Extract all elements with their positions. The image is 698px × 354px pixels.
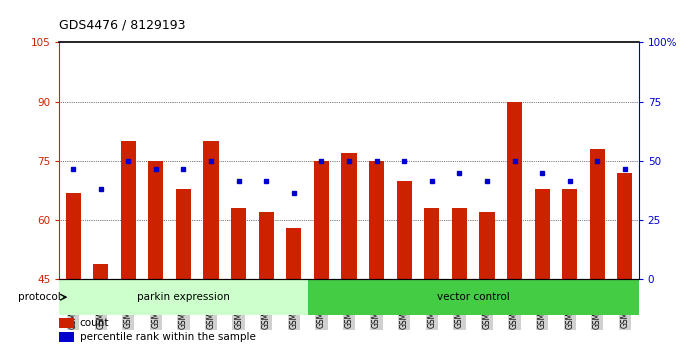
Text: count: count: [80, 318, 109, 327]
Text: protocol: protocol: [18, 292, 61, 302]
Bar: [231, 209, 246, 279]
Text: parkin expression: parkin expression: [137, 292, 230, 302]
Bar: [121, 141, 136, 279]
Text: percentile rank within the sample: percentile rank within the sample: [80, 332, 255, 342]
Bar: [617, 173, 632, 279]
Bar: [308, 279, 639, 315]
Bar: [59, 332, 74, 342]
Bar: [590, 149, 605, 279]
Text: GDS4476 / 8129193: GDS4476 / 8129193: [59, 19, 186, 32]
Bar: [148, 161, 163, 279]
Bar: [59, 279, 308, 315]
Bar: [535, 189, 550, 279]
Bar: [204, 141, 218, 279]
Bar: [176, 189, 191, 279]
Bar: [286, 228, 302, 279]
Bar: [452, 209, 467, 279]
Bar: [369, 161, 384, 279]
Bar: [562, 189, 577, 279]
Bar: [341, 153, 357, 279]
Bar: [59, 318, 74, 328]
Bar: [507, 102, 522, 279]
Bar: [93, 264, 108, 279]
Bar: [424, 209, 439, 279]
Bar: [259, 212, 274, 279]
Bar: [66, 193, 81, 279]
Text: vector control: vector control: [437, 292, 510, 302]
Bar: [396, 181, 412, 279]
Bar: [314, 161, 329, 279]
Bar: [480, 212, 494, 279]
